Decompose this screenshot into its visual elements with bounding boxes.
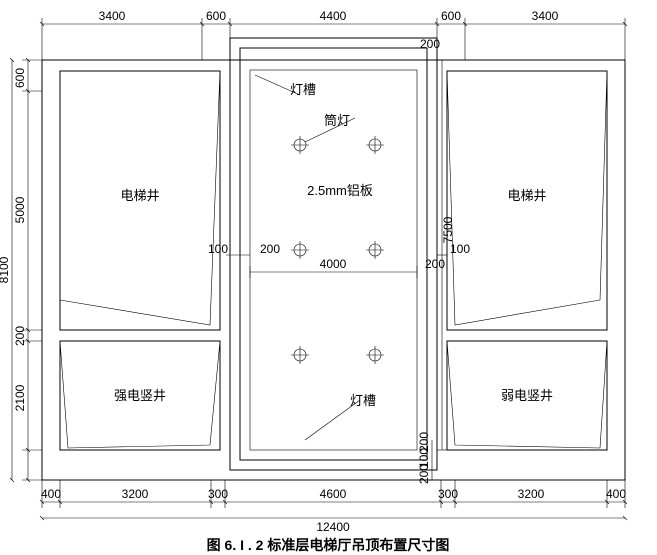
label-shaft-r: 电梯井 xyxy=(507,188,546,203)
dim-bot-6: 3200 xyxy=(518,487,545,501)
dim-bot-3: 300 xyxy=(208,487,228,501)
downlight-grid xyxy=(291,136,384,364)
dim-left-1: 600 xyxy=(13,68,27,88)
dim-bot-total: 12400 xyxy=(316,520,350,534)
dim-stack-3: 200 xyxy=(417,432,431,452)
dim-left-2: 5000 xyxy=(13,196,27,223)
dim-bot-5: 300 xyxy=(438,487,458,501)
dim-left-total: 8100 xyxy=(0,256,11,283)
label-strong: 强电竖井 xyxy=(114,388,166,403)
dim-bot-7: 400 xyxy=(606,487,626,501)
dim-bot-1: 400 xyxy=(41,487,61,501)
dim-100r: 100 xyxy=(450,242,470,256)
dim-top-3: 4400 xyxy=(320,9,347,23)
dim-center-4000: 4000 xyxy=(320,257,347,271)
dim-bot-4: 4600 xyxy=(320,487,347,501)
dim-bot-2: 3200 xyxy=(122,487,149,501)
label-trough-bot: 灯槽 xyxy=(350,393,376,408)
dimchain-top xyxy=(40,18,627,60)
dim-top-2: 600 xyxy=(206,9,226,23)
dim-top-1: 3400 xyxy=(99,9,126,23)
label-weak: 弱电竖井 xyxy=(501,388,553,403)
dim-left-4: 2100 xyxy=(13,384,27,411)
dim-100l: 100 xyxy=(208,242,228,256)
dim-top-4: 600 xyxy=(441,9,461,23)
dim-left-3: 200 xyxy=(13,326,27,346)
label-shaft-l: 电梯井 xyxy=(120,188,159,203)
label-panel: 2.5mm铝板 xyxy=(307,183,373,198)
figure-title: 图 6. I . 2 标准层电梯厅吊顶布置尺寸图 xyxy=(207,537,450,553)
dim-top-200-txt: 200 xyxy=(420,37,440,51)
dim-center-200: 200 xyxy=(425,257,445,271)
dim-200l: 200 xyxy=(260,242,280,256)
dim-right-7500: 7500 xyxy=(441,216,455,243)
dimchain-left xyxy=(10,58,42,482)
label-trough-top: 灯槽 xyxy=(290,82,316,97)
label-downlight: 筒灯 xyxy=(324,113,350,128)
dim-top-5: 3400 xyxy=(532,9,559,23)
